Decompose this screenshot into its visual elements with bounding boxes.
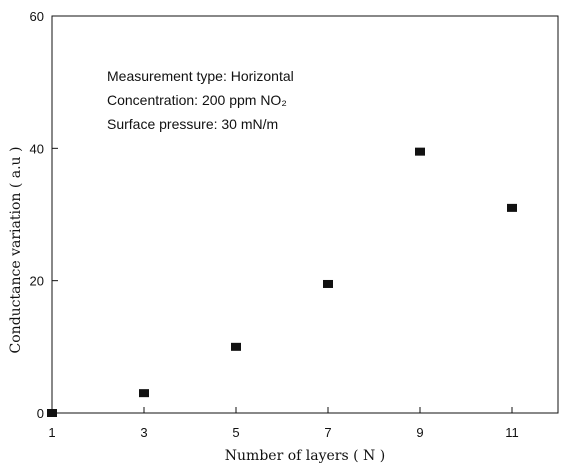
x-tick-label: 9 — [416, 425, 423, 440]
x-axis-title: Number of layers ( N ) — [225, 448, 385, 464]
data-point — [231, 342, 241, 351]
y-tick-label: 20 — [30, 274, 44, 289]
y-axis-title: Conductance variation ( a.u ) — [8, 147, 24, 354]
plot-frame — [51, 15, 559, 414]
y-tick-label: 40 — [30, 141, 44, 156]
data-point — [507, 203, 517, 212]
x-axis-ticks: 1 3 5 7 9 11 — [48, 407, 519, 440]
y-tick-label: 60 — [30, 9, 44, 24]
annotation-line-1: Measurement type: Horizontal — [107, 68, 294, 84]
annotation-line-3: Surface pressure: 30 mN/m — [107, 116, 278, 132]
data-points — [47, 147, 517, 417]
y-axis-ticks: 0 20 40 60 — [30, 9, 58, 421]
data-point — [139, 389, 149, 398]
data-point — [47, 409, 57, 417]
y-tick-label: 0 — [37, 406, 44, 421]
x-tick-label: 3 — [140, 425, 147, 440]
annotation-line-2: Concentration: 200 ppm NO₂ — [107, 92, 287, 108]
annotation-box: Measurement type: Horizontal Concentrati… — [107, 68, 294, 132]
x-tick-label: 7 — [324, 425, 331, 440]
x-tick-label: 11 — [505, 425, 519, 440]
x-tick-label: 1 — [48, 425, 55, 440]
x-tick-label: 5 — [232, 425, 239, 440]
data-point — [323, 279, 333, 288]
data-point — [415, 147, 425, 156]
